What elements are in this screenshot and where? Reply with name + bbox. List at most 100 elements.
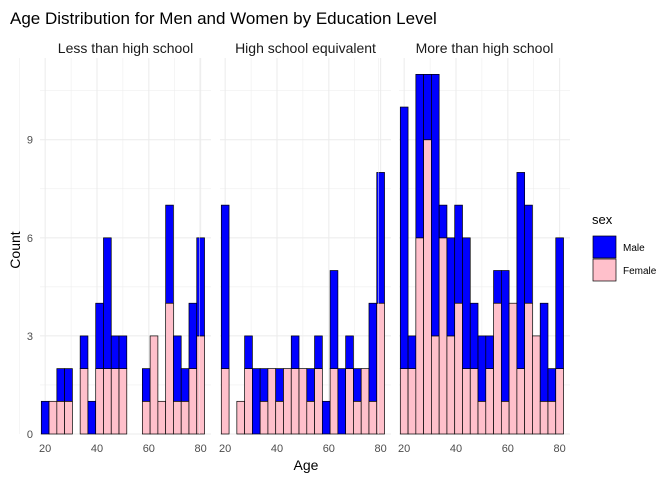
facet-panel-more-than-high-school: More than high school 20 40 60 80: [378, 40, 570, 455]
bar-female: [180, 400, 190, 435]
x-tick-label: 60: [502, 443, 514, 455]
y-tick-label: 9: [27, 135, 33, 147]
x-tick-label: 80: [195, 443, 207, 455]
bar-female: [415, 237, 424, 435]
bar-female: [118, 368, 128, 435]
bar-female: [454, 302, 463, 435]
bar-female: [485, 368, 494, 435]
histogram-bars: [40, 204, 205, 435]
legend-label-female: Female: [623, 266, 657, 277]
legend-key-male: [592, 235, 617, 259]
bar-male: [306, 368, 315, 402]
legend: sex Male Female: [592, 212, 657, 282]
bar-male: [493, 270, 502, 304]
histogram-bars: [220, 172, 385, 435]
bar-male: [477, 335, 487, 402]
bar-male: [188, 302, 198, 369]
bar-female: [477, 400, 487, 435]
bar-male: [244, 335, 253, 369]
bar-female: [141, 400, 151, 435]
bar-male: [446, 237, 456, 337]
bar-female: [165, 302, 174, 435]
x-tick-label: 40: [271, 443, 283, 455]
bar-female: [173, 400, 182, 435]
bar-male: [500, 270, 510, 402]
bar-male: [462, 237, 471, 369]
legend-label-male: Male: [623, 243, 645, 254]
x-tick-label: 40: [91, 443, 103, 455]
bar-male: [259, 368, 269, 402]
bar-female: [524, 302, 533, 435]
bar-male: [252, 368, 261, 435]
bar-female: [508, 302, 518, 435]
bar-male: [376, 172, 385, 304]
bar-male: [118, 335, 128, 369]
bar-male: [337, 368, 347, 435]
bar-female: [275, 400, 284, 435]
bar-male: [431, 73, 440, 337]
x-tick-label: 60: [323, 443, 335, 455]
bar-female: [547, 400, 557, 435]
legend-title: sex: [592, 212, 613, 227]
bar-female: [298, 368, 308, 435]
bar-male: [95, 302, 104, 369]
bar-female: [259, 400, 269, 435]
bar-female: [64, 400, 73, 435]
bar-male: [110, 335, 120, 369]
legend-key-female: [592, 258, 617, 282]
facet-strip-title: High school equivalent: [235, 40, 376, 56]
bar-male: [64, 368, 73, 402]
bar-male: [555, 237, 564, 369]
bar-female: [469, 368, 479, 435]
bar-male: [469, 302, 479, 369]
bar-female: [399, 368, 409, 435]
bar-female: [345, 368, 354, 435]
bar-male: [345, 335, 354, 369]
bar-female: [407, 368, 417, 435]
bar-male: [196, 237, 205, 337]
bar-female: [532, 335, 541, 435]
bar-female: [236, 400, 245, 435]
bar-female: [196, 335, 205, 435]
bar-female: [157, 400, 167, 435]
y-tick-label: 6: [27, 233, 33, 245]
bar-female: [438, 237, 448, 435]
bar-female: [290, 368, 300, 435]
bar-female: [376, 302, 385, 435]
x-tick-label: 80: [554, 443, 566, 455]
bar-female: [314, 368, 323, 435]
bar-female: [188, 368, 198, 435]
bar-female: [329, 368, 339, 435]
facet-strip-title: Less than high school: [58, 40, 193, 56]
bar-male: [547, 368, 557, 402]
bar-female: [360, 368, 370, 435]
bar-male: [524, 204, 533, 304]
bar-female: [95, 368, 104, 435]
x-tick-label: 80: [375, 443, 387, 455]
bar-male: [368, 302, 378, 402]
bar-male: [415, 73, 424, 239]
bar-male: [329, 270, 339, 369]
bar-female: [79, 368, 89, 435]
x-tick-label: 40: [450, 443, 462, 455]
bar-male: [321, 400, 331, 435]
bar-female: [539, 400, 549, 435]
bar-male: [56, 368, 65, 402]
bar-male: [407, 335, 417, 369]
x-tick-label: 20: [219, 443, 231, 455]
bar-female: [103, 368, 112, 435]
x-tick-label: 60: [143, 443, 155, 455]
y-tick-label: 3: [27, 331, 33, 343]
bar-male: [103, 237, 112, 369]
facet-panel-less-than-high-school: Less than high school 20 40 60 80 0 3 6 9: [19, 40, 211, 455]
bar-male: [314, 335, 323, 369]
bar-female: [462, 368, 471, 435]
bar-male: [423, 73, 432, 141]
bar-female: [306, 400, 315, 435]
bar-male: [485, 335, 494, 369]
bar-female: [446, 335, 456, 435]
bar-male: [79, 335, 89, 369]
bar-male: [454, 204, 463, 304]
